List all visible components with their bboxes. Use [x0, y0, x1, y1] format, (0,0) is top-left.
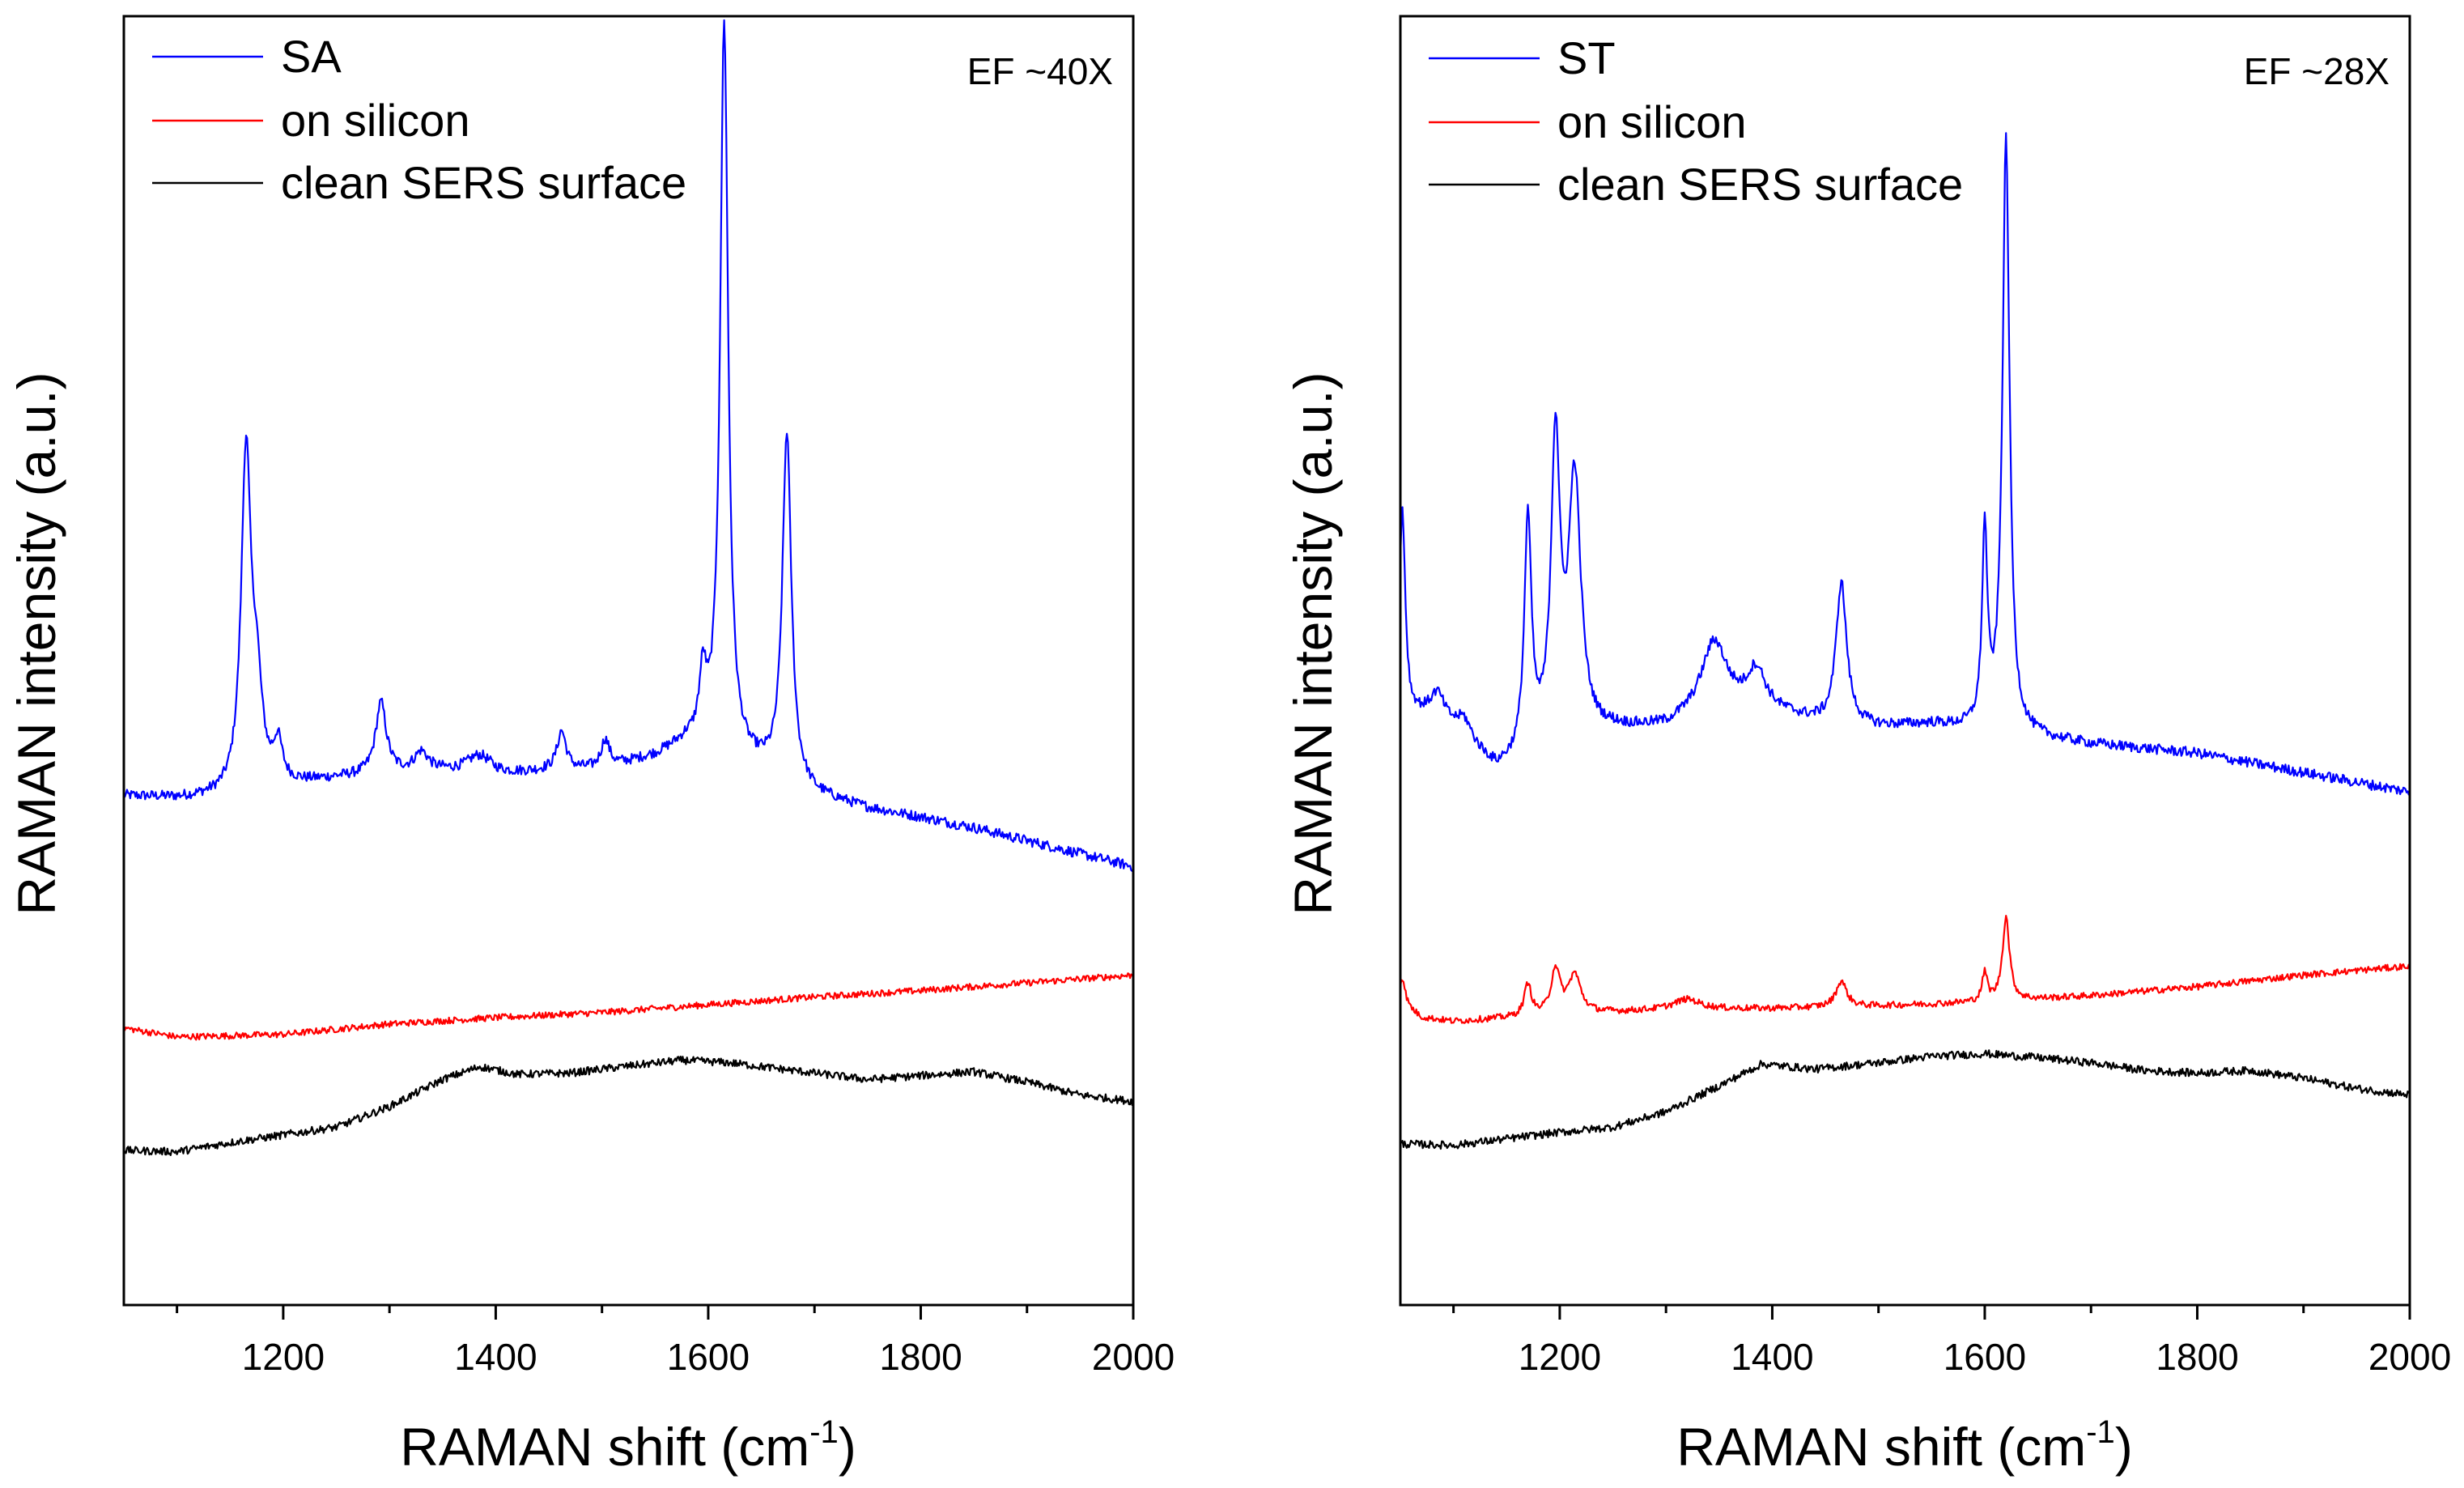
- x-tick-label: 1200: [242, 1336, 325, 1378]
- x-axis-label-left: RAMAN shift (cm-1): [400, 1414, 856, 1477]
- legend-label: on silicon: [1557, 96, 1746, 147]
- left-plot-frame: [122, 15, 1135, 1307]
- left-x-ticks: [176, 1305, 1135, 1320]
- legend-label: ST: [1557, 32, 1616, 83]
- x-axis-label-right: RAMAN shift (cm-1): [1676, 1414, 2133, 1477]
- legend-left: SA on silicon clean SERS surface: [152, 31, 686, 208]
- series-line-sa: [122, 19, 1134, 873]
- left-panel: RAMAN intensity (a.u.) 1200 1400 1600 18…: [6, 15, 1175, 1477]
- legend-right: ST on silicon clean SERS surface: [1429, 32, 1963, 210]
- left-series-layer: [122, 19, 1135, 1156]
- ef-annotation-left: EF ~40X: [967, 50, 1113, 92]
- series-line-sa: [1399, 132, 2411, 796]
- x-tick-label: 1600: [1944, 1336, 2026, 1378]
- x-tick-label: 1600: [667, 1336, 750, 1378]
- legend-label: SA: [281, 31, 342, 82]
- legend-label: on silicon: [281, 95, 469, 146]
- series-line-clean-sers: [123, 1056, 1135, 1156]
- series-line-on-silicon: [1399, 915, 2411, 1024]
- right-x-ticks: [1452, 1305, 2411, 1320]
- x-tick-label: 1800: [879, 1336, 962, 1378]
- x-tick-label: 2000: [2368, 1336, 2451, 1378]
- right-plot-frame: [1399, 15, 2411, 1307]
- x-tick-label: 1800: [2156, 1336, 2238, 1378]
- legend-label: clean SERS surface: [281, 157, 686, 208]
- y-axis-label-left: RAMAN intensity (a.u.): [6, 372, 66, 915]
- right-series-layer: [1399, 132, 2411, 1150]
- ef-annotation-right: EF ~28X: [2244, 50, 2390, 92]
- series-line-clean-sers: [1400, 1049, 2411, 1150]
- x-tick-label: 1400: [454, 1336, 537, 1378]
- x-tick-label: 2000: [1092, 1336, 1175, 1378]
- x-tick-label: 1200: [1519, 1336, 1601, 1378]
- right-panel: RAMAN intensity (a.u.) 1200 1400 1600 18…: [1283, 15, 2451, 1477]
- x-tick-label: 1400: [1731, 1336, 1813, 1378]
- y-axis-label-right: RAMAN intensity (a.u.): [1283, 372, 1343, 915]
- series-line-on-silicon: [122, 972, 1134, 1041]
- legend-label: clean SERS surface: [1557, 159, 1963, 210]
